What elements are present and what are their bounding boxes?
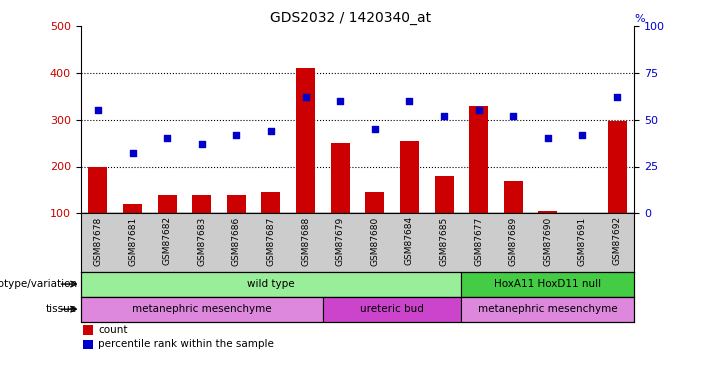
Text: tissue: tissue: [46, 304, 77, 314]
Text: GSM87692: GSM87692: [613, 216, 622, 266]
Point: [611, 94, 622, 100]
Text: wild type: wild type: [247, 279, 295, 289]
Text: GSM87689: GSM87689: [509, 216, 518, 266]
Bar: [331, 143, 350, 213]
Bar: [158, 195, 177, 213]
Text: %: %: [634, 14, 645, 24]
Bar: [435, 176, 454, 213]
Bar: [83, 340, 93, 349]
Text: GSM87677: GSM87677: [474, 216, 483, 266]
Bar: [261, 192, 280, 213]
Text: GSM87691: GSM87691: [578, 216, 587, 266]
Bar: [192, 195, 211, 213]
Text: HoxA11 HoxD11 null: HoxA11 HoxD11 null: [494, 279, 601, 289]
Bar: [81, 297, 323, 322]
Bar: [83, 326, 93, 334]
Text: GSM87685: GSM87685: [440, 216, 449, 266]
Point: [334, 98, 346, 104]
Point: [266, 128, 277, 134]
Text: metanephric mesenchyme: metanephric mesenchyme: [132, 304, 271, 314]
Point: [438, 113, 449, 119]
Point: [508, 113, 519, 119]
Bar: [365, 192, 384, 213]
Bar: [504, 181, 523, 213]
Text: ureteric bud: ureteric bud: [360, 304, 424, 314]
Text: GSM87688: GSM87688: [301, 216, 310, 266]
Text: percentile rank within the sample: percentile rank within the sample: [98, 339, 274, 349]
Text: GSM87678: GSM87678: [93, 216, 102, 266]
Text: GSM87679: GSM87679: [336, 216, 345, 266]
Text: GSM87681: GSM87681: [128, 216, 137, 266]
Text: GSM87687: GSM87687: [266, 216, 275, 266]
Point: [404, 98, 415, 104]
Point: [543, 135, 554, 141]
Bar: [323, 297, 461, 322]
Bar: [227, 195, 246, 213]
Point: [577, 132, 588, 138]
Point: [196, 141, 207, 147]
Bar: [88, 166, 107, 213]
Text: GSM87682: GSM87682: [163, 216, 172, 266]
Bar: [461, 297, 634, 322]
Bar: [296, 68, 315, 213]
Point: [369, 126, 381, 132]
Text: GSM87683: GSM87683: [197, 216, 206, 266]
Point: [300, 94, 311, 100]
Bar: [81, 272, 461, 297]
Text: genotype/variation: genotype/variation: [0, 279, 77, 289]
Point: [231, 132, 242, 138]
Point: [473, 107, 484, 113]
Text: GSM87680: GSM87680: [370, 216, 379, 266]
Bar: [608, 121, 627, 213]
Bar: [123, 204, 142, 213]
Point: [161, 135, 172, 141]
Text: count: count: [98, 325, 128, 335]
Text: metanephric mesenchyme: metanephric mesenchyme: [478, 304, 618, 314]
Text: GSM87686: GSM87686: [232, 216, 241, 266]
Text: GDS2032 / 1420340_at: GDS2032 / 1420340_at: [270, 11, 431, 25]
Bar: [461, 272, 634, 297]
Text: GSM87684: GSM87684: [405, 216, 414, 266]
Bar: [400, 141, 419, 213]
Point: [93, 107, 104, 113]
Bar: [538, 211, 557, 213]
Text: GSM87690: GSM87690: [543, 216, 552, 266]
Bar: [469, 106, 488, 213]
Point: [127, 150, 138, 156]
